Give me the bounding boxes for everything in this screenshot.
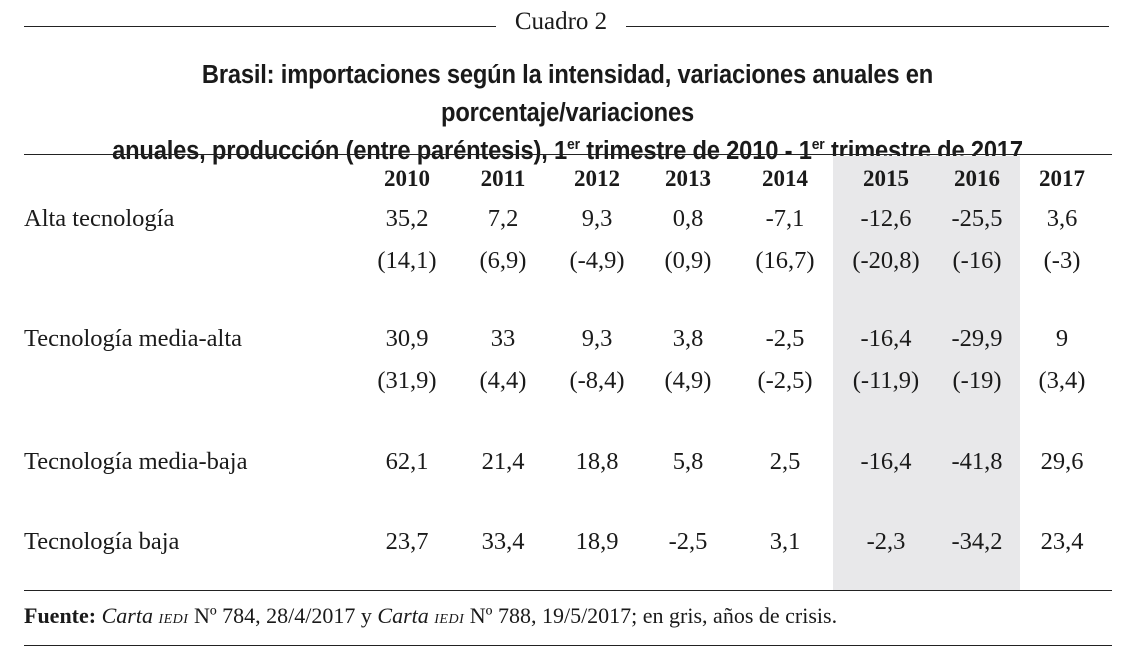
row-label: Alta tecnología [24, 205, 175, 232]
source-label: Fuente: [24, 603, 97, 628]
year-header: 2014 [762, 166, 808, 191]
year-header: 2017 [1039, 166, 1085, 191]
source-carta: Carta [101, 603, 153, 628]
year-header: 2016 [954, 166, 1000, 191]
imports-value-cell: -2,5 [765, 325, 805, 352]
imports-value-cell: -16,4 [860, 448, 912, 475]
row-label: Tecnología media-baja [24, 448, 248, 475]
imports-value-cell: 9 [1055, 325, 1069, 352]
production-value-cell: (0,9) [664, 247, 712, 274]
imports-value-cell: 3,1 [769, 528, 801, 555]
imports-value-cell: 2,5 [769, 448, 801, 475]
imports-value-cell: 30,9 [385, 325, 429, 352]
production-value-cell: (-8,4) [569, 367, 625, 394]
table-bottom-rule [24, 590, 1112, 591]
year-header: 2011 [480, 166, 526, 191]
imports-value-cell: -25,5 [951, 205, 1003, 232]
caption-text: Cuadro 2 [514, 8, 608, 35]
production-value-cell: (14,1) [377, 247, 437, 274]
imports-value-cell: 9,3 [581, 205, 613, 232]
table-top-rule [24, 154, 1112, 155]
year-header: 2013 [665, 166, 711, 191]
year-header: 2015 [863, 166, 909, 191]
production-value-cell: (16,7) [755, 247, 815, 274]
imports-value-cell: 3,6 [1046, 205, 1078, 232]
title-superscript: er [811, 136, 825, 153]
source-note: Fuente: Carta IEDI Nº 784, 28/4/2017 y C… [24, 603, 837, 629]
year-header: 2010 [384, 166, 430, 191]
imports-value-cell: -2,5 [668, 528, 708, 555]
imports-value-cell: -34,2 [951, 528, 1003, 555]
imports-value-cell: 0,8 [672, 205, 704, 232]
production-value-cell: (-11,9) [852, 367, 920, 394]
source-iedi: IEDI [158, 612, 189, 627]
imports-value-cell: 7,2 [487, 205, 519, 232]
source-text: Nº 784, 28/4/2017 y [188, 603, 378, 628]
imports-value-cell: 9,3 [581, 325, 613, 352]
row-label: Tecnología media-alta [24, 325, 242, 352]
production-value-cell: (4,9) [664, 367, 712, 394]
imports-value-cell: -29,9 [951, 325, 1003, 352]
production-value-cell: (31,9) [377, 367, 437, 394]
source-bottom-rule [24, 645, 1112, 646]
imports-value-cell: 35,2 [385, 205, 429, 232]
crisis-years-shading [833, 156, 1020, 590]
imports-value-cell: -2,3 [866, 528, 906, 555]
imports-value-cell: 5,8 [672, 448, 704, 475]
production-value-cell: (-19) [952, 367, 1002, 394]
imports-value-cell: -12,6 [860, 205, 912, 232]
source-carta: Carta [377, 603, 429, 628]
imports-value-cell: 18,9 [575, 528, 619, 555]
year-header: 2012 [574, 166, 620, 191]
imports-value-cell: 33,4 [481, 528, 525, 555]
table-caption: Cuadro 2 [0, 0, 1135, 52]
imports-value-cell: 21,4 [481, 448, 525, 475]
row-label: Tecnología baja [24, 528, 180, 555]
imports-value-cell: 3,8 [672, 325, 704, 352]
title-part: trimestre de 2010 - 1 [579, 137, 812, 165]
title-line-1: Brasil: importaciones según la intensida… [201, 61, 934, 127]
production-value-cell: (4,4) [479, 367, 527, 394]
imports-value-cell: 29,6 [1040, 448, 1084, 475]
table-title: Brasil: importaciones según la intensida… [77, 56, 1058, 170]
production-value-cell: (-20,8) [852, 247, 920, 274]
imports-value-cell: -16,4 [860, 325, 912, 352]
caption-rule-left [24, 26, 496, 27]
production-value-cell: (-2,5) [757, 367, 813, 394]
imports-value-cell: -7,1 [765, 205, 805, 232]
production-value-cell: (-16) [952, 247, 1002, 274]
production-value-cell: (-3) [1043, 247, 1081, 274]
production-value-cell: (-4,9) [569, 247, 625, 274]
caption-rule-right [626, 26, 1109, 27]
imports-value-cell: 23,4 [1040, 528, 1084, 555]
production-value-cell: (6,9) [479, 247, 527, 274]
title-part: anuales, producción (entre paréntesis), … [112, 137, 568, 165]
source-iedi: IEDI [434, 612, 465, 627]
imports-value-cell: 18,8 [575, 448, 619, 475]
imports-value-cell: -41,8 [951, 448, 1003, 475]
production-value-cell: (3,4) [1038, 367, 1086, 394]
title-superscript: er [567, 136, 580, 153]
imports-value-cell: 33 [490, 325, 516, 352]
imports-value-cell: 23,7 [385, 528, 429, 555]
imports-value-cell: 62,1 [385, 448, 429, 475]
source-text: Nº 788, 19/5/2017; en gris, años de cris… [464, 603, 838, 628]
